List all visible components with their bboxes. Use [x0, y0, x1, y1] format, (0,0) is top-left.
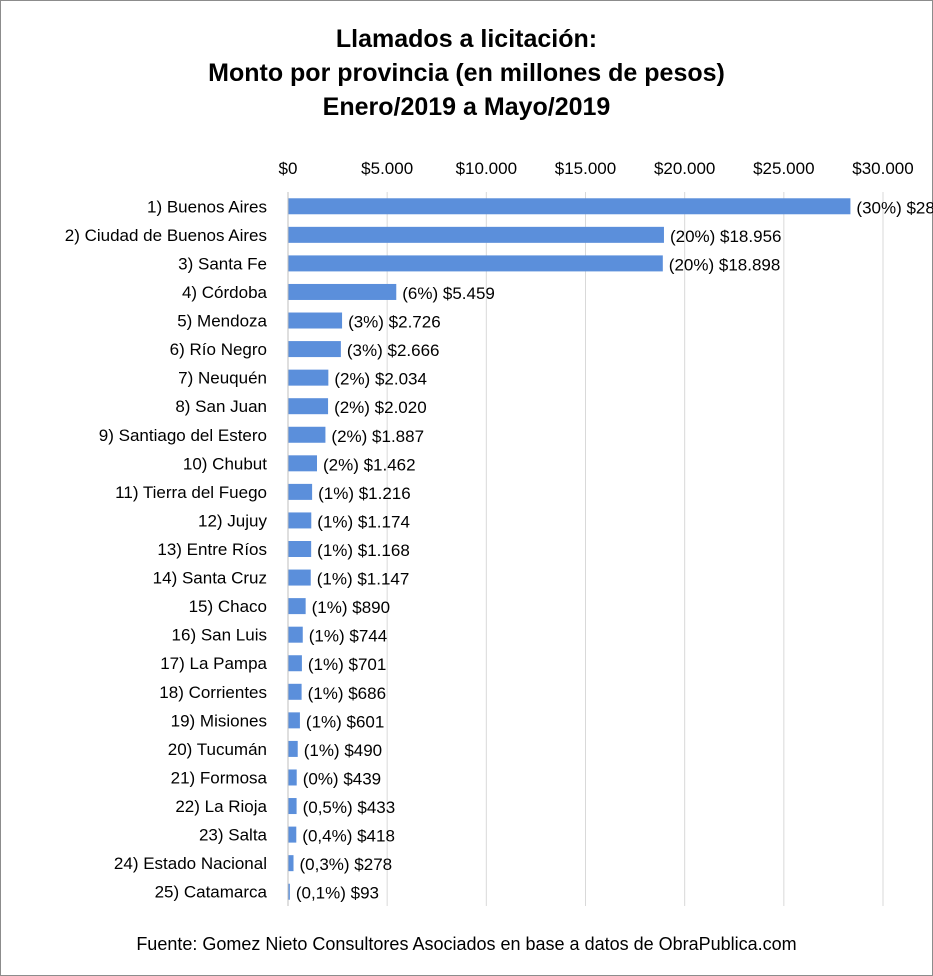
x-tick-label: $5.000 — [361, 159, 413, 178]
category-label: 18) Corrientes — [159, 683, 267, 702]
bar — [288, 655, 302, 672]
category-label: 5) Mendoza — [177, 312, 267, 331]
bar — [288, 798, 297, 815]
category-label: 16) San Luis — [172, 626, 267, 645]
data-label: (1%) $744 — [309, 627, 387, 646]
category-label: 8) San Juan — [175, 397, 267, 416]
data-label: (3%) $2.726 — [348, 313, 441, 332]
bar — [288, 683, 302, 700]
bar — [288, 740, 298, 757]
bar — [288, 826, 297, 843]
data-label: (2%) $2.034 — [334, 370, 427, 389]
data-label: (30%) $28.357 — [856, 198, 933, 217]
x-tick-label: $30.000 — [852, 159, 913, 178]
source-note: Fuente: Gomez Nieto Consultores Asociado… — [136, 934, 797, 954]
x-tick-label: $15.000 — [555, 159, 616, 178]
data-label: (1%) $1.147 — [317, 570, 410, 589]
bar — [288, 569, 311, 586]
category-label: 20) Tucumán — [168, 740, 267, 759]
chart-title-line-2: Monto por provincia (en millones de peso… — [208, 59, 725, 87]
category-label: 17) La Pampa — [160, 654, 267, 673]
data-label: (1%) $1.174 — [317, 512, 410, 531]
bar — [288, 198, 851, 215]
x-tick-label: $20.000 — [654, 159, 715, 178]
bar — [288, 369, 329, 386]
data-label: (1%) $890 — [312, 598, 390, 617]
category-label: 10) Chubut — [183, 454, 267, 473]
data-label: (20%) $18.956 — [670, 227, 782, 246]
bar — [288, 426, 326, 443]
category-label: 25) Catamarca — [155, 883, 268, 902]
category-label: 2) Ciudad de Buenos Aires — [65, 226, 267, 245]
category-label: 6) Río Negro — [170, 340, 267, 359]
category-label: 4) Córdoba — [182, 283, 268, 302]
data-label: (0,4%) $418 — [302, 827, 395, 846]
bar — [288, 312, 343, 329]
data-label: (0,3%) $278 — [300, 855, 393, 874]
data-label: (2%) $1.462 — [323, 455, 416, 474]
category-label: 19) Misiones — [171, 711, 267, 730]
data-label: (0,1%) $93 — [296, 884, 379, 903]
bar — [288, 283, 397, 300]
bar — [288, 883, 290, 900]
data-label: (1%) $1.216 — [318, 484, 411, 503]
bar — [288, 398, 329, 415]
bar — [288, 341, 341, 358]
category-label: 22) La Rioja — [175, 797, 267, 816]
bar — [288, 541, 312, 557]
category-label: 1) Buenos Aires — [147, 197, 267, 216]
data-label: (2%) $1.887 — [331, 427, 424, 446]
category-label: 21) Formosa — [171, 768, 268, 787]
category-label: 9) Santiago del Estero — [99, 426, 267, 445]
bar — [288, 769, 297, 786]
category-label: 23) Salta — [199, 826, 268, 845]
category-label: 24) Estado Nacional — [114, 854, 267, 873]
bar — [288, 626, 303, 643]
category-label: 14) Santa Cruz — [153, 569, 267, 588]
chart-title: Llamados a licitación: Monto por provinc… — [0, 22, 933, 124]
data-label: (1%) $601 — [306, 712, 384, 731]
bar — [288, 712, 300, 729]
bar — [288, 483, 313, 500]
category-label: 7) Neuquén — [178, 369, 267, 388]
category-label: 15) Chaco — [189, 597, 267, 616]
x-tick-label: $25.000 — [753, 159, 814, 178]
category-label: 3) Santa Fe — [178, 254, 267, 273]
data-label: (1%) $701 — [308, 655, 386, 674]
x-tick-label: $0 — [279, 159, 298, 178]
bar — [288, 598, 306, 615]
data-label: (20%) $18.898 — [669, 255, 781, 274]
bar — [288, 455, 317, 472]
bar — [288, 855, 294, 872]
data-label: (1%) $1.168 — [317, 541, 410, 560]
data-label: (0,5%) $433 — [303, 798, 396, 817]
chart-title-line-3: Enero/2019 a Mayo/2019 — [322, 93, 611, 121]
data-label: (6%) $5.459 — [402, 284, 495, 303]
bar — [288, 512, 312, 529]
category-label: 11) Tierra del Fuego — [115, 483, 267, 502]
data-label: (1%) $490 — [304, 741, 382, 760]
data-label: (2%) $2.020 — [334, 398, 427, 417]
bar — [288, 255, 663, 272]
data-label: (1%) $686 — [308, 684, 386, 703]
data-label: (3%) $2.666 — [347, 341, 440, 360]
bar — [288, 226, 664, 243]
x-tick-label: $10.000 — [456, 159, 517, 178]
category-label: 12) Jujuy — [198, 511, 267, 530]
data-label: (0%) $439 — [303, 769, 381, 788]
category-label: 13) Entre Ríos — [157, 540, 267, 559]
chart-title-line-1: Llamados a licitación: — [335, 25, 598, 53]
